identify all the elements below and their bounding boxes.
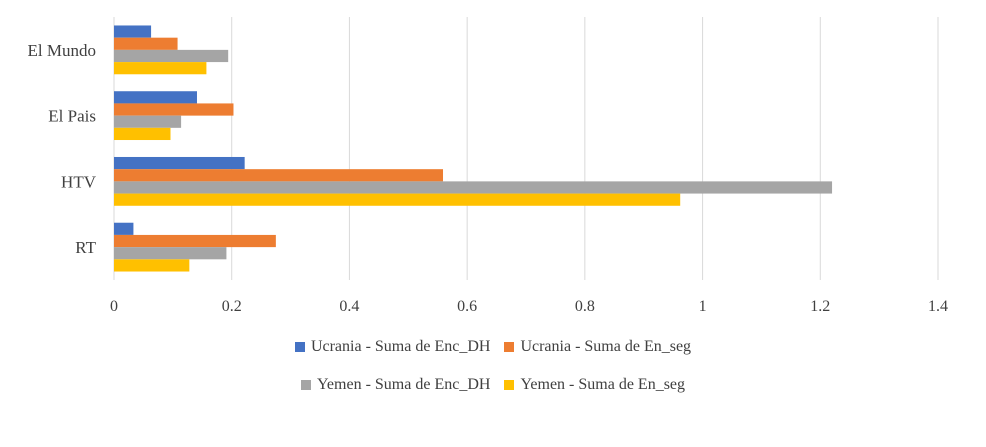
x-tick-label: 1.2: [810, 298, 830, 315]
legend-label: Yemen - Suma de Enc_DH: [316, 376, 491, 393]
x-tick-label: 0: [110, 298, 118, 315]
category-label: HTV: [61, 172, 97, 191]
y-axis-categories: El Mundo El Pais HTV RT: [28, 41, 97, 257]
x-tick-label: 0.8: [575, 298, 595, 315]
x-tick-label: 1: [699, 298, 707, 315]
bar: [114, 234, 276, 248]
legend-swatch: [294, 342, 305, 352]
category-label: RT: [75, 238, 96, 257]
x-tick-label: 0.6: [457, 298, 477, 315]
x-tick-label: 0.4: [339, 298, 359, 315]
bar: [114, 247, 227, 260]
legend-label: Ucrania - Suma de En_seg: [520, 338, 692, 355]
bar: [114, 37, 178, 50]
x-axis-ticks: 0 0.2 0.4 0.6 0.8 1 1.2 1.4: [110, 298, 948, 315]
x-tick-label: 0.2: [222, 298, 242, 315]
bar: [114, 25, 152, 38]
legend-item: Yemen - Suma de En_seg: [504, 376, 685, 394]
bars: [114, 25, 833, 272]
legend-label: Ucrania - Suma de Enc_DH: [310, 338, 491, 355]
category-label: El Mundo: [28, 41, 96, 60]
legend-swatch: [300, 380, 311, 390]
bar: [114, 181, 833, 194]
bar: [114, 193, 681, 206]
legend-row-1: Ucrania - Suma de Enc_DH Ucrania - Suma …: [0, 338, 986, 356]
bar: [114, 62, 207, 75]
legend-label: Yemen - Suma de En_seg: [520, 376, 686, 393]
bar: [114, 91, 197, 104]
bar: [114, 115, 182, 128]
bar: [114, 259, 190, 272]
bar-chart: 0 0.2 0.4 0.6 0.8 1 1.2 1.4 El Mundo El Pais HTV R…: [28, 17, 948, 315]
x-tick-label: 1.4: [928, 298, 948, 315]
bar: [114, 127, 171, 141]
legend-item: Yemen - Suma de Enc_DH: [300, 376, 491, 394]
category-label: El Pais: [48, 107, 96, 126]
bar: [114, 222, 134, 235]
legend-swatch: [504, 342, 515, 352]
legend-item: Ucrania - Suma de Enc_DH: [294, 338, 491, 356]
legend-swatch: [504, 380, 515, 390]
legend-row-2: Yemen - Suma de Enc_DH Yemen - Suma de E…: [0, 376, 986, 394]
bar: [114, 49, 229, 63]
bar: [114, 156, 245, 170]
gridlines: [113, 17, 939, 280]
bar: [114, 169, 444, 182]
bar: [114, 103, 234, 116]
legend-item: Ucrania - Suma de En_seg: [504, 338, 691, 356]
